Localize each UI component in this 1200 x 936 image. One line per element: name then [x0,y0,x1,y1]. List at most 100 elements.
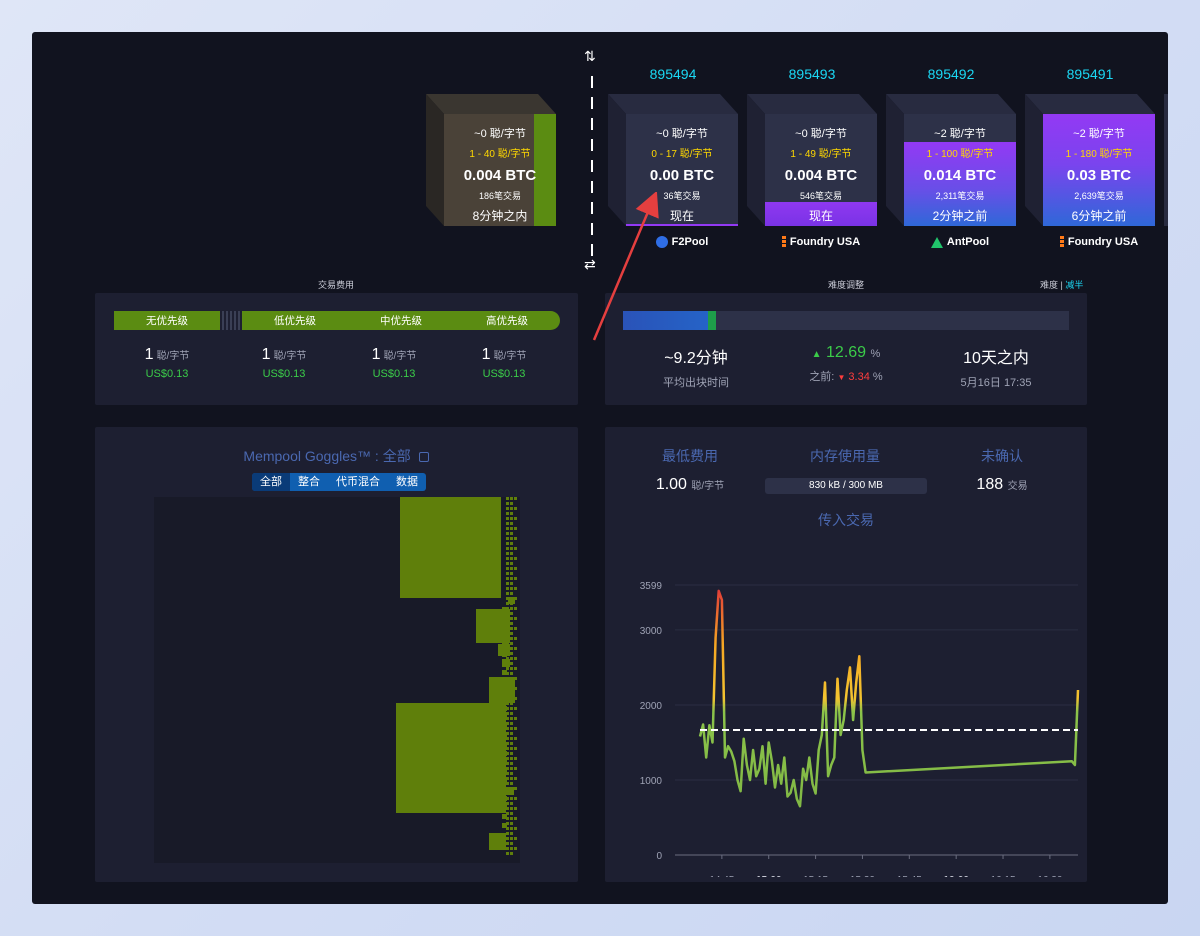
tx-square[interactable] [506,602,509,605]
external-link-icon[interactable] [418,452,429,462]
tx-square[interactable] [502,661,507,666]
tx-square[interactable] [510,522,513,525]
tx-square[interactable] [514,787,517,790]
tx-square[interactable] [506,497,509,500]
tx-square[interactable] [510,652,513,655]
tx-square[interactable] [506,542,509,545]
tx-square[interactable] [510,502,513,505]
tx-square[interactable] [510,587,513,590]
tx-square[interactable] [506,827,509,830]
tx-square[interactable] [506,557,509,560]
tx-square[interactable] [506,517,509,520]
tx-square[interactable] [506,707,509,710]
tx-square[interactable] [502,742,507,747]
tx-square[interactable] [510,827,513,830]
tx-square[interactable] [514,577,517,580]
tx-square[interactable] [506,692,509,695]
tx-square[interactable] [514,517,517,520]
tx-square[interactable] [514,827,517,830]
tx-square[interactable] [506,537,509,540]
tx-square[interactable] [510,782,513,785]
tx-square[interactable] [514,557,517,560]
tx-square[interactable] [514,627,517,630]
tx-square[interactable] [506,632,509,635]
tx-square[interactable] [510,802,513,805]
tx-square[interactable] [510,762,513,765]
pool-foundry-usa[interactable]: Foundry USA [756,236,886,249]
tx-square[interactable] [514,607,517,610]
tx-square[interactable] [506,507,509,510]
tx-square[interactable] [506,622,509,625]
tx-square[interactable] [502,670,507,675]
tx-square[interactable] [506,737,509,740]
tx-square[interactable] [514,747,517,750]
tx-square[interactable] [506,562,509,565]
tx-square[interactable] [400,497,501,598]
tx-square[interactable] [506,717,509,720]
tx-square[interactable] [506,817,509,820]
tx-square[interactable] [502,715,507,720]
tx-square[interactable] [502,634,507,639]
tx-square[interactable] [510,577,513,580]
tx-square[interactable] [510,542,513,545]
tx-square[interactable] [510,807,513,810]
tx-square[interactable] [506,672,509,675]
block-height-link[interactable]: 895492 [927,66,975,82]
tx-square[interactable] [506,792,509,795]
tx-square[interactable] [506,612,509,615]
incoming-tx-chart[interactable]: 0 1000 2000 3000 3599 14:45 15:00 15:15 15:30 15:… [605,537,1087,877]
tx-square[interactable] [506,572,509,575]
tx-square[interactable] [502,625,507,630]
tx-square[interactable] [510,602,513,605]
tx-square[interactable] [506,702,509,705]
tx-square[interactable] [506,582,509,585]
tx-square[interactable] [506,722,509,725]
tx-square[interactable] [506,777,509,780]
tx-square[interactable] [510,752,513,755]
tx-square[interactable] [506,532,509,535]
tx-square[interactable] [506,592,509,595]
tx-square[interactable] [508,597,515,604]
tx-square[interactable] [506,662,509,665]
tx-square[interactable] [514,547,517,550]
tx-square[interactable] [506,637,509,640]
tx-square[interactable] [502,652,507,657]
tx-square[interactable] [514,807,517,810]
tx-square[interactable] [506,797,509,800]
tx-square[interactable] [506,687,509,690]
tx-square[interactable] [510,647,513,650]
tx-square[interactable] [510,642,513,645]
tx-square[interactable] [514,777,517,780]
tx-square[interactable] [514,647,517,650]
tx-square[interactable] [502,616,507,621]
tx-square[interactable] [506,727,509,730]
tab-consolidation[interactable]: 整合 [298,476,320,488]
tx-square[interactable] [514,507,517,510]
tx-square[interactable] [502,724,507,729]
tx-square[interactable] [506,837,509,840]
tx-square[interactable] [506,512,509,515]
tx-square[interactable] [506,712,509,715]
mined-block[interactable]: ~2 聪/字节 1 - 180 聪/字节 0.03 BTC 2,639笔交易 6… [1025,94,1155,226]
tx-square[interactable] [510,582,513,585]
mempool-block-visualization[interactable] [154,497,520,863]
tx-square[interactable] [506,677,509,680]
tx-square[interactable] [506,772,509,775]
tx-square[interactable] [510,662,513,665]
tx-square[interactable] [510,722,513,725]
tx-square[interactable] [510,507,513,510]
tx-square[interactable] [502,805,507,810]
tx-square[interactable] [506,732,509,735]
tx-square[interactable] [510,607,513,610]
tx-square[interactable] [510,592,513,595]
tx-square[interactable] [510,612,513,615]
tx-square[interactable] [506,742,509,745]
tx-square[interactable] [510,697,513,700]
tx-square[interactable] [502,751,507,756]
tx-square[interactable] [506,822,509,825]
tx-square[interactable] [514,797,517,800]
tx-square[interactable] [514,687,517,690]
tx-square[interactable] [506,747,509,750]
tx-square[interactable] [510,852,513,855]
tx-square[interactable] [510,687,513,690]
